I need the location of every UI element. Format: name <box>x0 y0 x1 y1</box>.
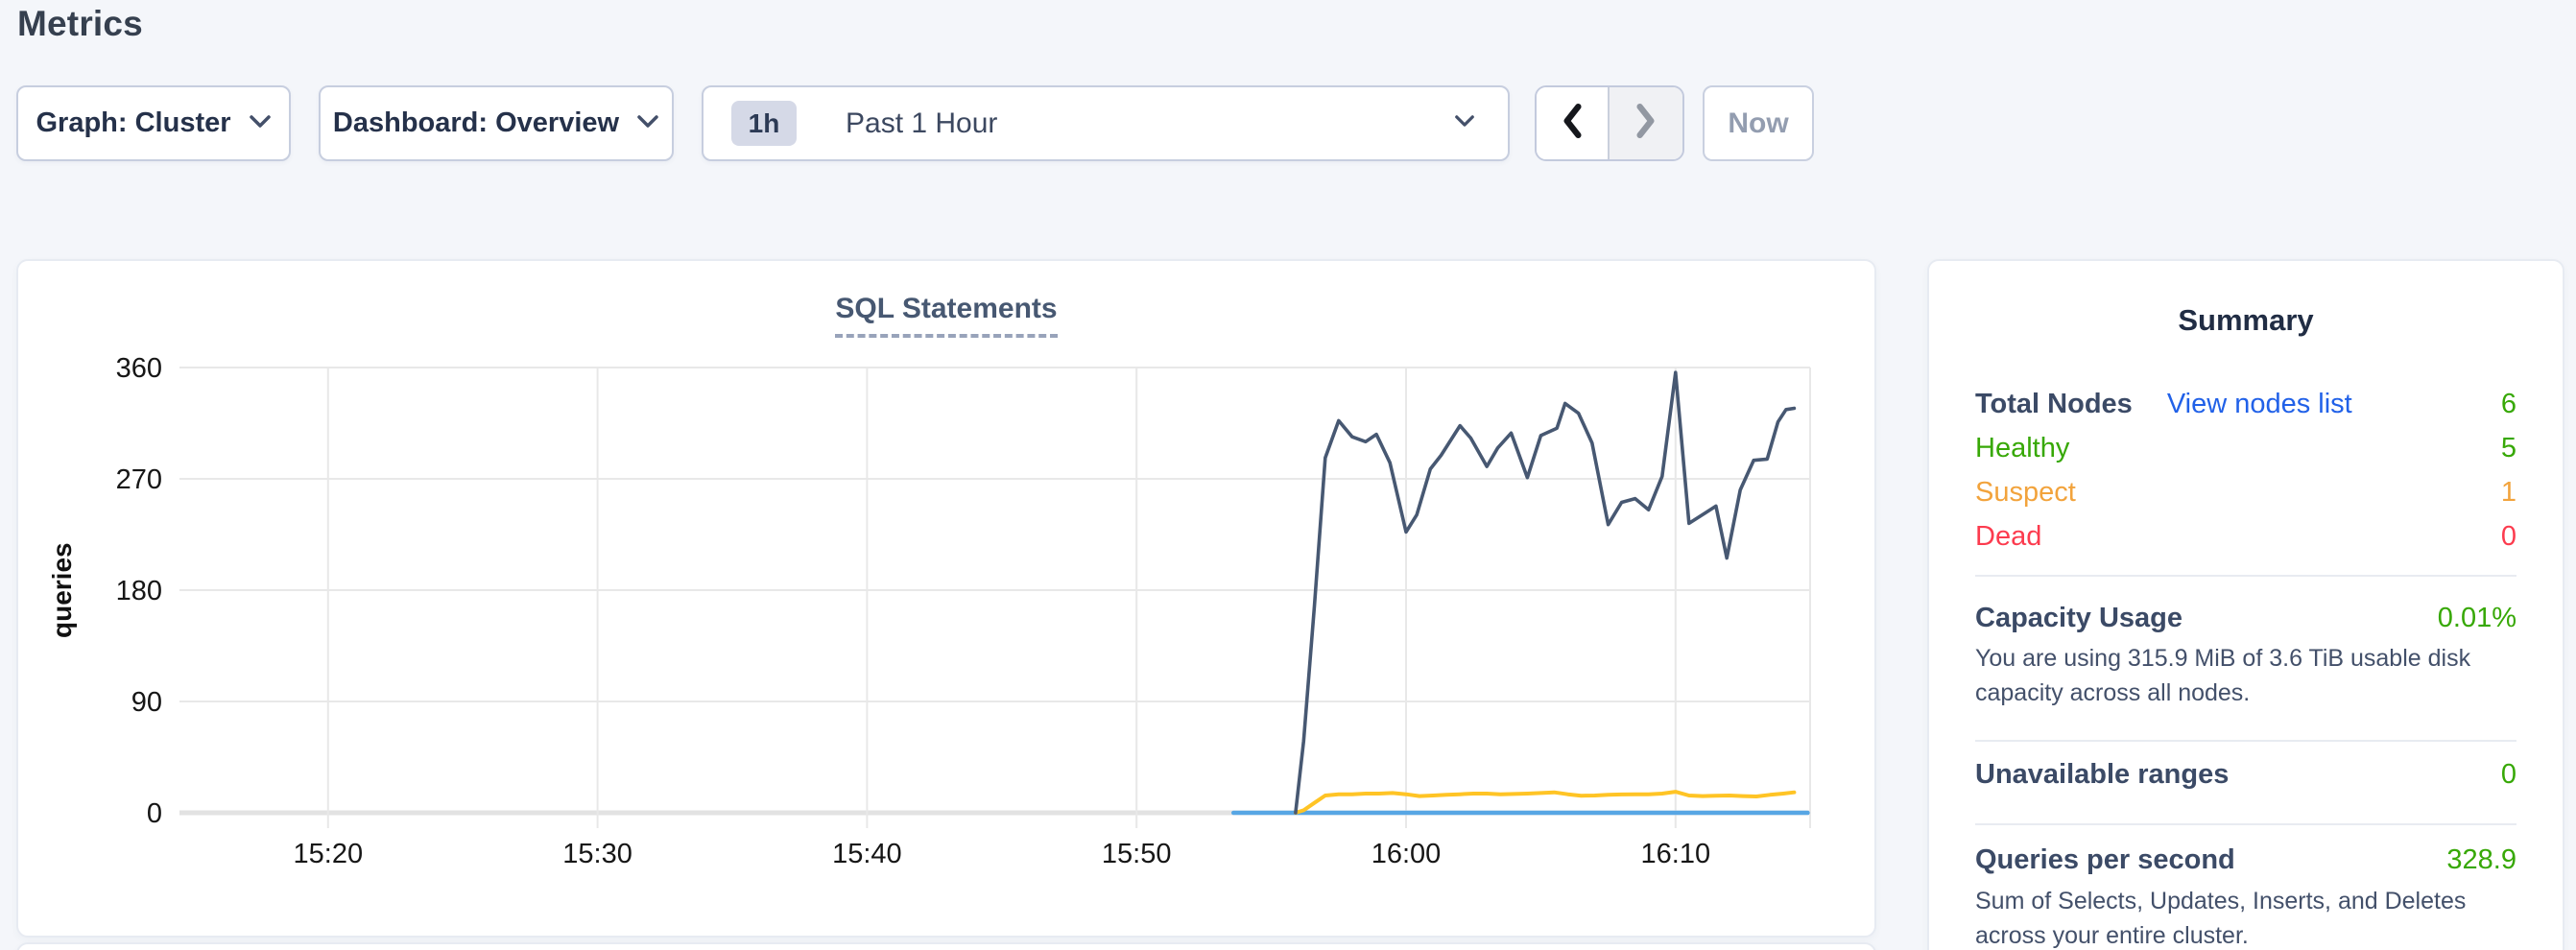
total-nodes-label: Total Nodes <box>1975 388 2133 419</box>
capacity-usage-description: You are using 315.9 MiB of 3.6 TiB usabl… <box>1975 645 2471 706</box>
svg-text:15:50: 15:50 <box>1102 839 1172 869</box>
svg-text:16:00: 16:00 <box>1371 839 1442 869</box>
dead-nodes-row: Dead 0 <box>1975 514 2516 558</box>
graph-dropdown-label: Graph: Cluster <box>36 107 231 138</box>
dashboard-dropdown-label: Dashboard: Overview <box>332 107 620 138</box>
summary-title: Summary <box>2178 303 2314 337</box>
healthy-label: Healthy <box>1975 432 2070 463</box>
capacity-usage-label: Capacity Usage <box>1975 602 2182 633</box>
chevron-down-icon <box>1454 114 1475 132</box>
healthy-nodes-row: Healthy 5 <box>1975 426 2516 470</box>
next-chart-card-edge <box>16 942 1876 950</box>
chevron-left-icon <box>1561 104 1584 143</box>
svg-text:16:10: 16:10 <box>1641 839 1711 869</box>
queries-per-second-description: Sum of Selects, Updates, Inserts, and De… <box>1975 888 2467 949</box>
sql-statements-chart-card: 0 90 180 270 360 15:20 15:30 15:40 15:50 16:00 16:… <box>16 259 1876 938</box>
unavailable-ranges-value: 0 <box>2500 758 2516 790</box>
svg-text:360: 360 <box>116 353 162 384</box>
time-range-label: Past 1 Hour <box>846 107 998 139</box>
queries-per-second-label: Queries per second <box>1975 843 2235 875</box>
healthy-value: 5 <box>2500 432 2516 463</box>
now-button[interactable]: Now <box>1703 85 1814 161</box>
time-range-selector[interactable]: 1h Past 1 Hour <box>702 85 1510 161</box>
capacity-usage-row: Capacity Usage 0.01% <box>1975 596 2516 640</box>
capacity-usage-value: 0.01% <box>2437 602 2516 633</box>
page-title: Metrics <box>17 4 143 43</box>
graph-dropdown[interactable]: Graph: Cluster <box>16 85 291 161</box>
svg-text:270: 270 <box>116 464 162 495</box>
suspect-label: Suspect <box>1975 476 2076 508</box>
next-range-button[interactable] <box>1610 87 1682 159</box>
svg-text:15:30: 15:30 <box>562 839 632 869</box>
view-nodes-list-link[interactable]: View nodes list <box>2166 388 2352 419</box>
y-axis-label: queries <box>47 542 77 638</box>
queries-per-second-row: Queries per second 328.9 <box>1975 838 2516 882</box>
unavailable-ranges-label: Unavailable ranges <box>1975 758 2230 790</box>
chart-canvas[interactable]: 0 90 180 270 360 15:20 15:30 15:40 15:50 16:00 16:… <box>18 261 1878 939</box>
svg-text:15:20: 15:20 <box>294 839 364 869</box>
svg-text:0: 0 <box>147 798 162 829</box>
divider <box>1975 575 2516 577</box>
svg-text:180: 180 <box>116 576 162 606</box>
dead-label: Dead <box>1975 520 2042 552</box>
suspect-nodes-row: Suspect 1 <box>1975 470 2516 514</box>
chevron-down-icon <box>249 114 272 133</box>
summary-panel: Summary Total Nodes View nodes list 6 He… <box>1927 259 2564 950</box>
suspect-value: 1 <box>2500 476 2516 508</box>
metrics-toolbar: Graph: Cluster Dashboard: Overview 1h Pa… <box>0 85 2576 161</box>
unavailable-ranges-row: Unavailable ranges 0 <box>1975 752 2516 796</box>
prev-range-button[interactable] <box>1537 87 1610 159</box>
total-nodes-value: 6 <box>2500 388 2516 419</box>
svg-text:90: 90 <box>131 687 162 718</box>
time-range-badge: 1h <box>731 101 797 146</box>
now-button-label: Now <box>1728 107 1789 139</box>
dead-value: 0 <box>2500 520 2516 552</box>
dashboard-dropdown[interactable]: Dashboard: Overview <box>319 85 674 161</box>
total-nodes-row: Total Nodes View nodes list 6 <box>1975 382 2516 426</box>
chart-title[interactable]: SQL Statements <box>835 293 1058 338</box>
svg-text:15:40: 15:40 <box>832 839 902 869</box>
divider <box>1975 740 2516 742</box>
divider <box>1975 823 2516 825</box>
queries-per-second-value: 328.9 <box>2446 843 2516 875</box>
time-range-arrows <box>1535 85 1684 161</box>
chevron-right-icon <box>1634 104 1658 143</box>
chevron-down-icon <box>636 114 659 133</box>
